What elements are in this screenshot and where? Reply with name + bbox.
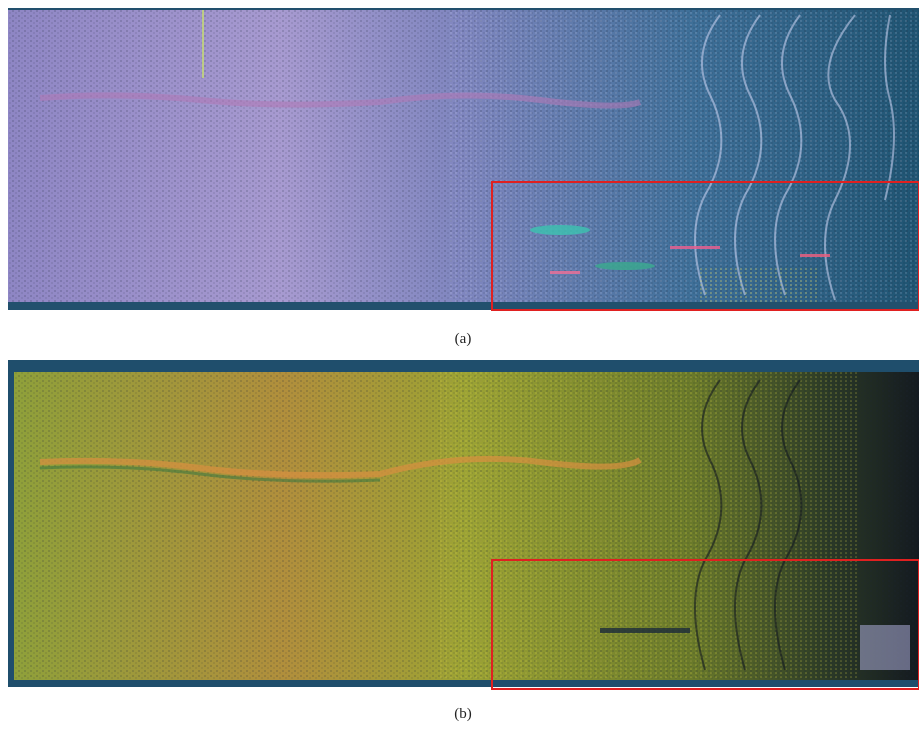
panel-b xyxy=(8,360,919,689)
figure: (a) (b) xyxy=(0,0,919,733)
panel-a xyxy=(8,8,919,310)
caption: (a) xyxy=(455,331,472,347)
caption: (b) xyxy=(454,706,472,722)
